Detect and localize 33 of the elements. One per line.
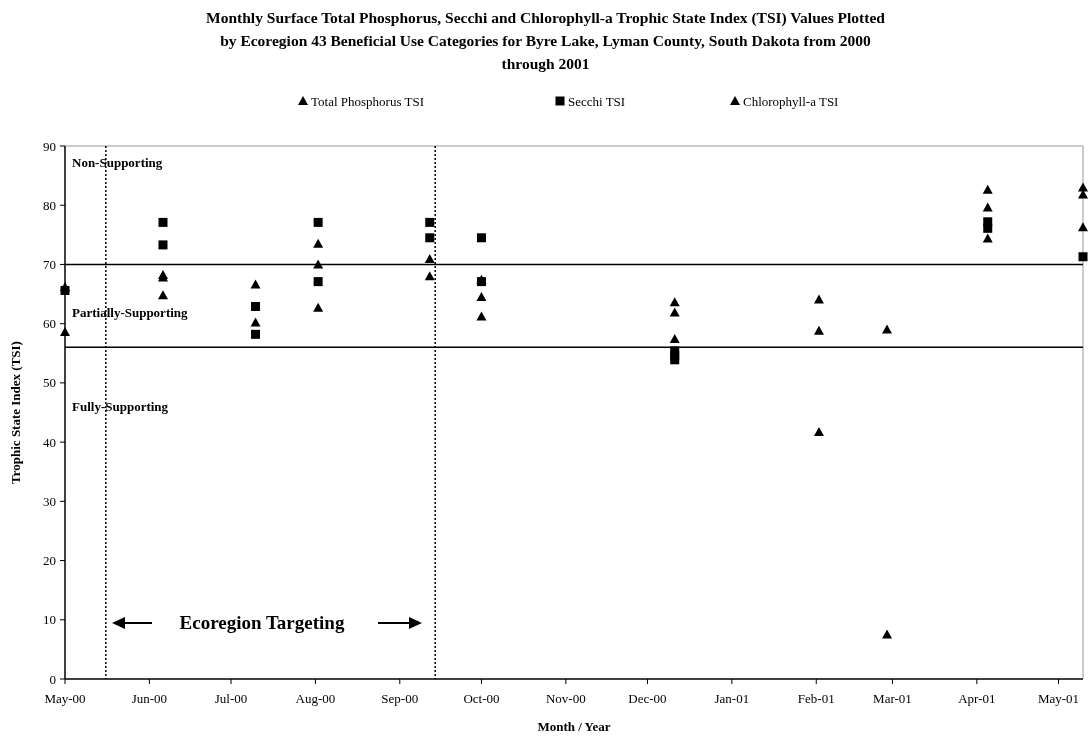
x-tick-label: Jul-00 xyxy=(214,691,248,706)
annotation: Non-Supporting xyxy=(72,155,163,170)
legend-label: Secchi TSI xyxy=(568,94,626,109)
y-tick-label: 30 xyxy=(43,493,56,509)
legend-label: Total Phosphorus TSI xyxy=(311,94,424,109)
x-tick-label: May-00 xyxy=(44,691,86,706)
x-tick-label: Sep-00 xyxy=(381,691,419,706)
chart-title: Monthly Surface Total Phosphorus, Secchi and Chlorophyll-a Trophic State Index (TSI) Values Plotted by Ecoregion 43 Beneficial Use Categories for Byre Lake, Lyman County, South Dakota from 2000 through 2001 xyxy=(206,9,886,72)
y-tick-label: 50 xyxy=(43,375,56,391)
annotation: Ecoregion Targeting xyxy=(179,612,345,633)
x-tick-label: Oct-00 xyxy=(463,691,500,706)
y-tick-label: 10 xyxy=(43,612,56,628)
legend-label: Chlorophyll-a TSI xyxy=(743,94,839,109)
y-tick-label: 70 xyxy=(43,256,56,272)
x-tick-label: May-01 xyxy=(1037,691,1080,706)
x-tick-label: Apr-01 xyxy=(958,691,996,706)
y-tick-label: 40 xyxy=(43,434,56,450)
x-tick-label: Feb-01 xyxy=(797,691,835,706)
annotation: Fully-Supporting xyxy=(72,399,169,414)
y-tick-label: 0 xyxy=(49,671,56,687)
x-tick-label: Aug-00 xyxy=(295,691,336,706)
x-tick-label: Jun-00 xyxy=(131,691,168,706)
y-tick-label: 60 xyxy=(43,316,56,332)
x-tick-label: Nov-00 xyxy=(545,691,586,706)
y-tick-label: 20 xyxy=(43,553,56,569)
x-tick-label: Mar-01 xyxy=(873,691,912,706)
y-axis-title: Trophic State Index (TSI) xyxy=(8,341,23,484)
x-tick-label: Jan-01 xyxy=(714,691,750,706)
x-axis-title: Month / Year xyxy=(537,719,611,734)
y-tick-label: 90 xyxy=(43,138,56,154)
annotation: Partially-Supporting xyxy=(72,305,189,320)
x-tick-label: Dec-00 xyxy=(628,691,667,706)
y-tick-label: 80 xyxy=(43,197,56,213)
